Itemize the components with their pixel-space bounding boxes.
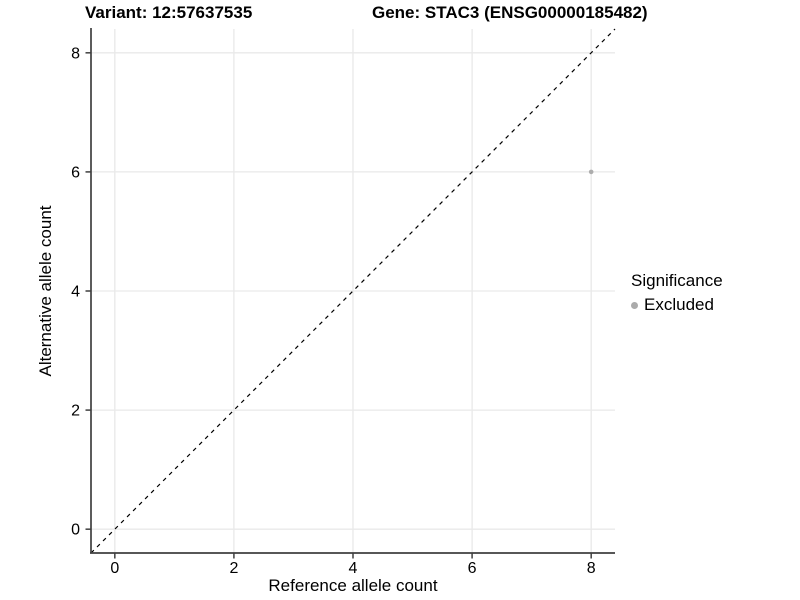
x-tick-label: 6 xyxy=(468,560,477,577)
legend-title: Significance xyxy=(631,271,723,290)
y-tick-label: 0 xyxy=(71,522,80,539)
x-tick-label: 8 xyxy=(587,560,596,577)
x-tick-label: 4 xyxy=(349,560,358,577)
y-tick-label: 6 xyxy=(71,164,80,181)
plot-title-variant: Variant: 12:57637535 xyxy=(85,3,253,22)
y-tick-label: 4 xyxy=(71,284,80,301)
y-tick-label: 8 xyxy=(71,45,80,62)
y-axis-title: Alternative allele count xyxy=(36,205,55,377)
x-tick-label: 2 xyxy=(229,560,238,577)
legend: Significance Excluded xyxy=(631,271,723,315)
legend-entry-excluded: Excluded xyxy=(631,295,723,315)
legend-entry-label: Excluded xyxy=(644,295,714,314)
excluded-point-icon xyxy=(631,301,638,309)
plot-title-gene: Gene: STAC3 (ENSG00000185482) xyxy=(372,3,648,22)
data-point xyxy=(588,169,594,175)
y-tick-label: 2 xyxy=(71,403,80,420)
x-tick-label: 0 xyxy=(110,560,119,577)
x-axis-title: Reference allele count xyxy=(268,576,438,595)
